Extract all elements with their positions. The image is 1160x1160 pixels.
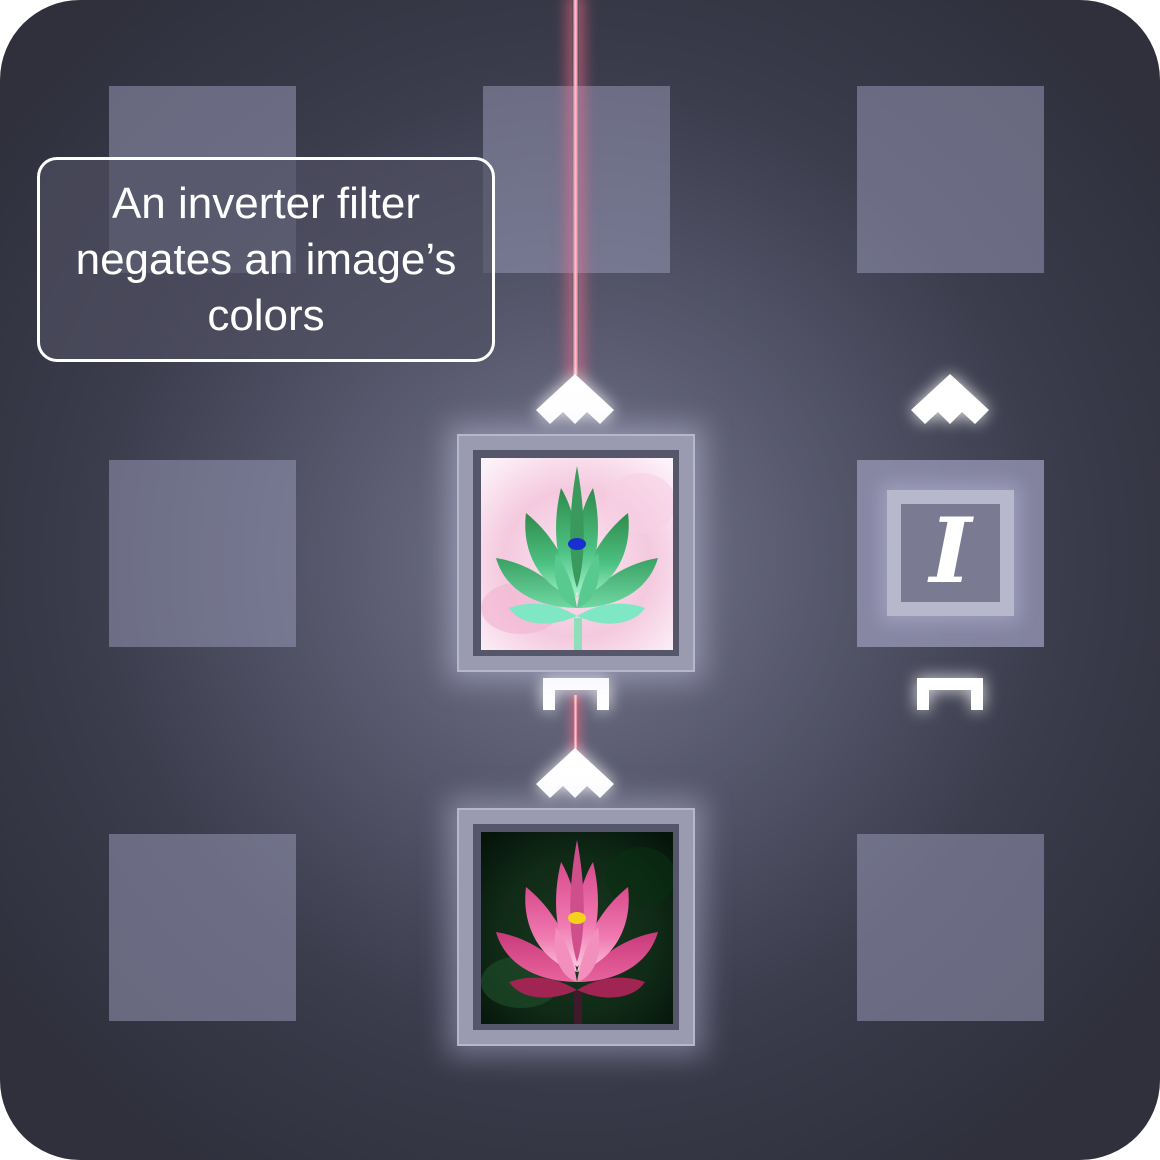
grid-slot-r2-c1[interactable] [109,460,296,647]
image-tile-inverted[interactable] [457,434,695,672]
grid-slot-r3-c1[interactable] [109,834,296,1021]
grid-slot-r3-c3[interactable] [857,834,1044,1021]
input-connector-icon [917,678,983,710]
output-connector-icon [911,374,989,424]
light-beam-link [573,695,578,777]
image-tile-original[interactable] [457,808,695,1046]
inverter-filter-tile[interactable]: I [887,490,1014,616]
lotus-image [481,832,673,1024]
output-connector-icon [536,374,614,424]
inverter-filter-icon: I [929,498,972,604]
tutorial-caption: An inverter filter negates an image’s co… [37,157,495,362]
light-beam-output [572,0,579,375]
tutorial-caption-text: An inverter filter negates an image’s co… [75,178,457,340]
grid-slot-r1-c3[interactable] [857,86,1044,273]
inverted-lotus-image [481,458,673,650]
output-connector-icon [536,748,614,798]
input-connector-icon [543,678,609,710]
